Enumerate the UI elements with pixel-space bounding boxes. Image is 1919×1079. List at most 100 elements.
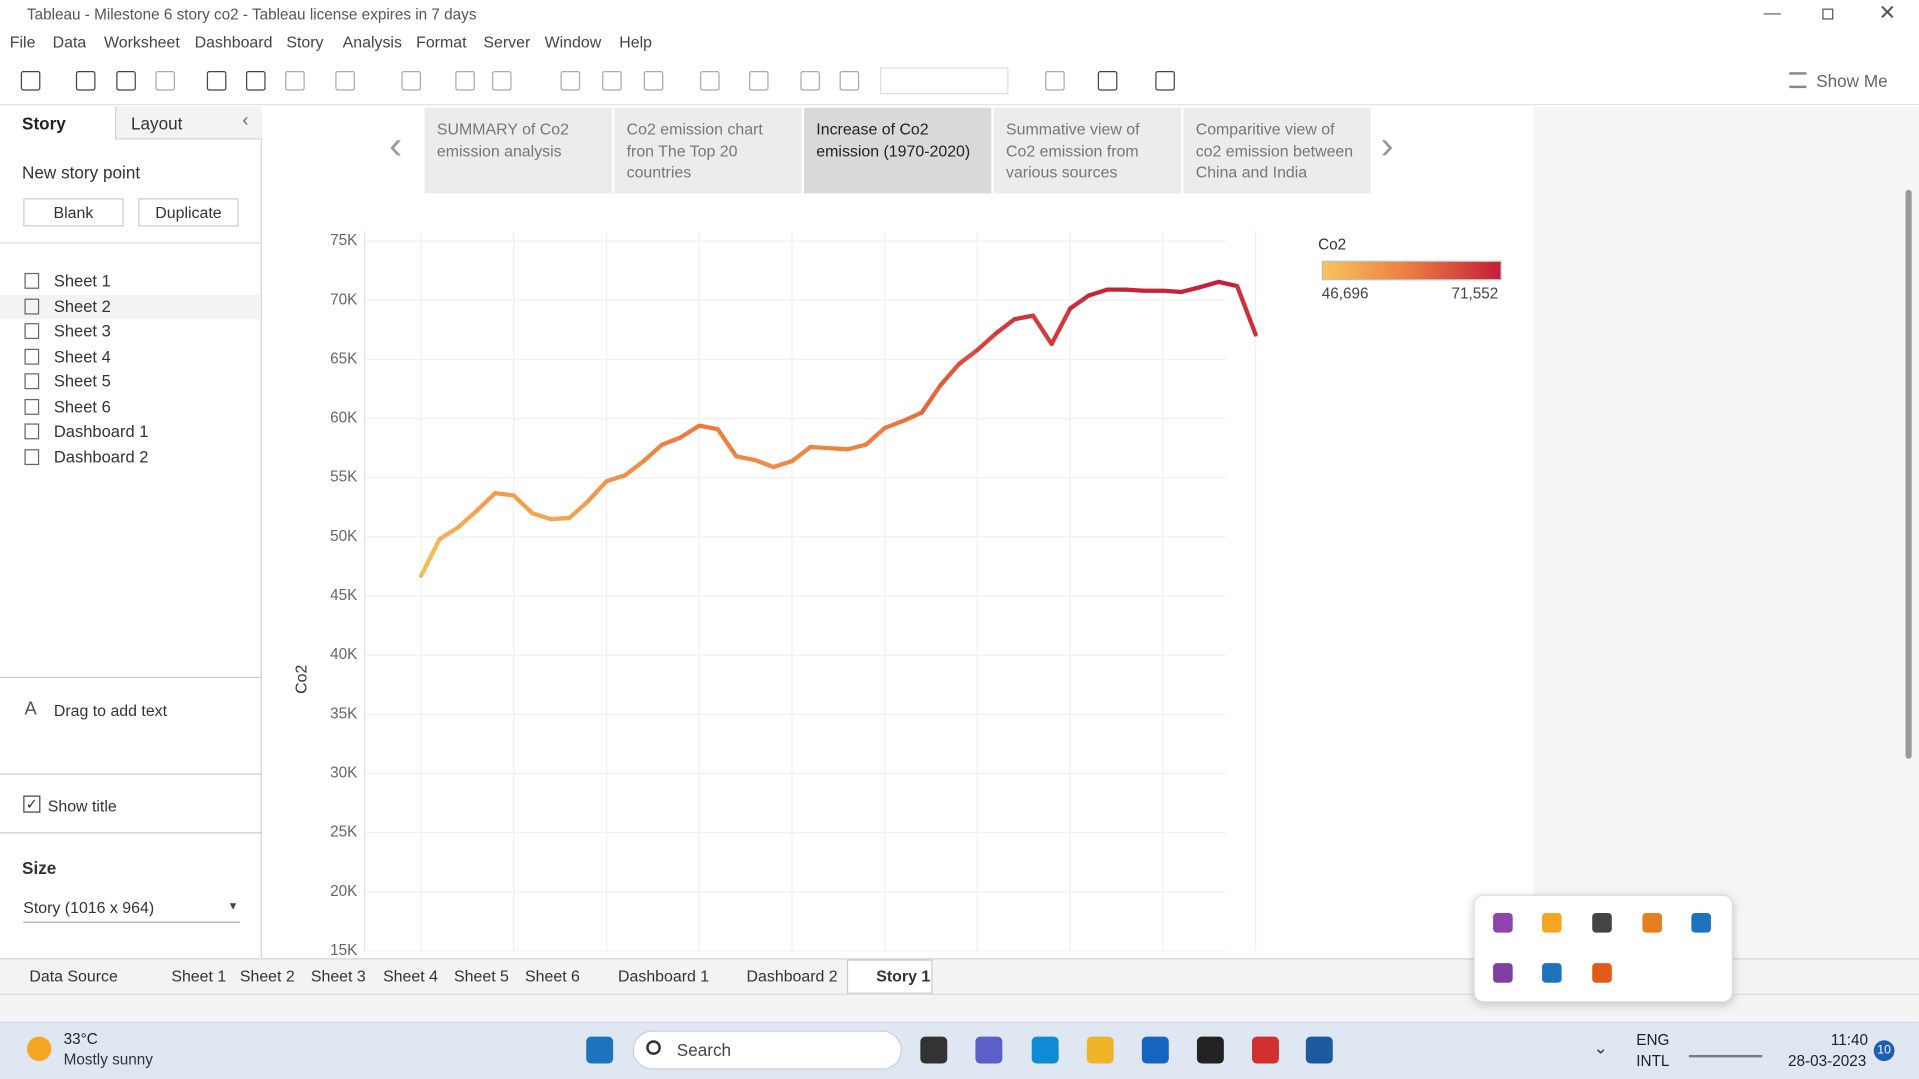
menu-item[interactable]: Analysis: [342, 33, 402, 52]
search-text[interactable]: Search: [676, 1040, 732, 1060]
scrollbar-thumb[interactable]: [1905, 189, 1912, 759]
toolbar-icon[interactable]: [206, 70, 227, 91]
show-me[interactable]: Show Me: [1816, 70, 1888, 91]
tray-icon[interactable]: [1691, 912, 1711, 933]
sheet-tab[interactable]: Story 1: [876, 966, 931, 986]
taskbar-app[interactable]: [1196, 1036, 1224, 1064]
toolbar-icon[interactable]: [20, 70, 41, 91]
toolbar-icon[interactable]: [155, 70, 176, 91]
menu-item[interactable]: Format: [416, 33, 467, 52]
minimize[interactable]: —: [1763, 2, 1781, 23]
toolbar-icon[interactable]: [245, 70, 266, 91]
toolbar-icon[interactable]: [602, 70, 622, 91]
menu-item[interactable]: Story: [286, 33, 324, 52]
tray-icon[interactable]: [1542, 963, 1562, 983]
sheet-item[interactable]: Sheet 2: [53, 296, 111, 316]
show-title-checkbox[interactable]: ✓: [23, 795, 41, 813]
sheet-tab[interactable]: Dashboard 2: [746, 966, 838, 986]
menu-item[interactable]: Server: [483, 33, 531, 52]
menu-item[interactable]: Window: [544, 33, 602, 52]
taskbar-app[interactable]: [975, 1036, 1003, 1064]
story-point[interactable]: Co2 emission chart fron The Top 20 count…: [614, 107, 802, 194]
toolbar-icon[interactable]: [1155, 70, 1175, 91]
toolbar-icon[interactable]: [75, 70, 96, 91]
toolbar-icon[interactable]: [116, 70, 136, 91]
toolbar-icon[interactable]: [748, 70, 769, 91]
taskbar-app[interactable]: [1305, 1036, 1333, 1064]
size-value[interactable]: Story (1016 x 964): [23, 898, 155, 917]
size-dropdown[interactable]: ▼: [227, 899, 239, 912]
clock-time[interactable]: 11:40: [1830, 1031, 1869, 1049]
sheet-tab[interactable]: Sheet 5: [454, 966, 509, 986]
story-point[interactable]: SUMMARY of Co2 emission analysis: [424, 107, 612, 194]
sheet-tab[interactable]: Sheet 1: [171, 966, 227, 986]
layout-tab[interactable]: Layout: [130, 113, 183, 134]
toolbar-icon[interactable]: [700, 70, 720, 91]
taskbar-app[interactable]: [1251, 1036, 1279, 1064]
system-icons[interactable]: [1688, 1043, 1763, 1058]
sheet-item[interactable]: Sheet 4: [53, 346, 111, 366]
story-tab[interactable]: Story: [22, 113, 66, 134]
sheet-tab[interactable]: Sheet 3: [310, 966, 366, 986]
clock-date[interactable]: 28-03-2023: [1788, 1052, 1867, 1070]
toolbar-icon[interactable]: [839, 70, 860, 91]
taskbar-app[interactable]: [1141, 1036, 1169, 1064]
search-box[interactable]: [632, 1030, 902, 1070]
taskbar-app[interactable]: [920, 1036, 948, 1064]
story-point[interactable]: Increase of Co2 emission (1970-2020): [804, 107, 992, 194]
toolbar-icon[interactable]: [285, 70, 305, 91]
toolbar-icon[interactable]: [800, 70, 820, 91]
sheet-tab[interactable]: Dashboard 1: [618, 966, 710, 986]
menu-item[interactable]: Dashboard: [194, 33, 273, 52]
story-point[interactable]: Summative view of Co2 emission from vari…: [993, 107, 1182, 194]
duplicate-button[interactable]: Duplicate: [138, 198, 239, 227]
menu-item[interactable]: Help: [619, 33, 653, 52]
sheet-tab[interactable]: Sheet 2: [239, 966, 295, 986]
tray-icon[interactable]: [1592, 963, 1612, 983]
sheet-tab[interactable]: Sheet 4: [383, 966, 438, 986]
toolbar-icon[interactable]: [560, 70, 581, 91]
tray-icon[interactable]: [1642, 912, 1662, 933]
menu-item[interactable]: Worksheet: [104, 33, 180, 52]
sheet-item[interactable]: Dashboard 1: [53, 422, 149, 441]
collapse[interactable]: ‹: [242, 110, 249, 131]
menu-item[interactable]: Data: [52, 33, 87, 52]
sheet-item[interactable]: Sheet 5: [53, 372, 111, 391]
sheet-tab[interactable]: Data Source: [29, 966, 118, 986]
taskbar-app[interactable]: [1031, 1036, 1059, 1064]
toolbar-icon[interactable]: [491, 70, 512, 91]
toolbar-icon[interactable]: [643, 70, 664, 91]
weather-icon[interactable]: [26, 1036, 52, 1062]
taskbar-app[interactable]: [1086, 1036, 1114, 1064]
next-arrow[interactable]: ›: [1380, 122, 1394, 167]
toolbar-icon[interactable]: [1045, 70, 1065, 91]
sheet-item[interactable]: Sheet 1: [53, 271, 111, 291]
tray-icon[interactable]: [1493, 963, 1513, 983]
tray-icon[interactable]: [1542, 912, 1562, 933]
toolbar-dropdown[interactable]: [879, 67, 1009, 95]
maximize[interactable]: [1822, 8, 1834, 20]
show-title[interactable]: Show title: [47, 796, 117, 816]
sheet-item[interactable]: Sheet 3: [53, 321, 111, 341]
toolbar-icon[interactable]: [1097, 70, 1118, 91]
toolbar-icon[interactable]: [335, 70, 355, 91]
toolbar-icon[interactable]: [455, 70, 475, 91]
tray-icon[interactable]: [1493, 912, 1513, 933]
story-point[interactable]: Comparitive view of co2 emission between…: [1183, 107, 1371, 194]
taskbar-app[interactable]: [586, 1036, 614, 1064]
blank-button[interactable]: Blank: [23, 198, 124, 227]
lang[interactable]: ENG: [1636, 1031, 1670, 1049]
toolbar-icon[interactable]: [401, 70, 422, 91]
y-axis-label: Co2: [293, 664, 310, 693]
prev-arrow[interactable]: ‹: [389, 122, 403, 167]
notification-badge[interactable]: 10: [1873, 1040, 1895, 1062]
drag-text[interactable]: Drag to add text: [53, 701, 168, 720]
region[interactable]: INTL: [1636, 1052, 1670, 1070]
sheet-item[interactable]: Sheet 6: [53, 397, 111, 416]
tray-chevron[interactable]: ⌄: [1593, 1037, 1608, 1058]
tray-icon[interactable]: [1592, 912, 1612, 933]
close[interactable]: ✕: [1878, 1, 1897, 25]
sheet-tab[interactable]: Sheet 6: [525, 966, 580, 986]
sheet-item[interactable]: Dashboard 2: [53, 447, 149, 466]
menu-item[interactable]: File: [9, 33, 36, 52]
